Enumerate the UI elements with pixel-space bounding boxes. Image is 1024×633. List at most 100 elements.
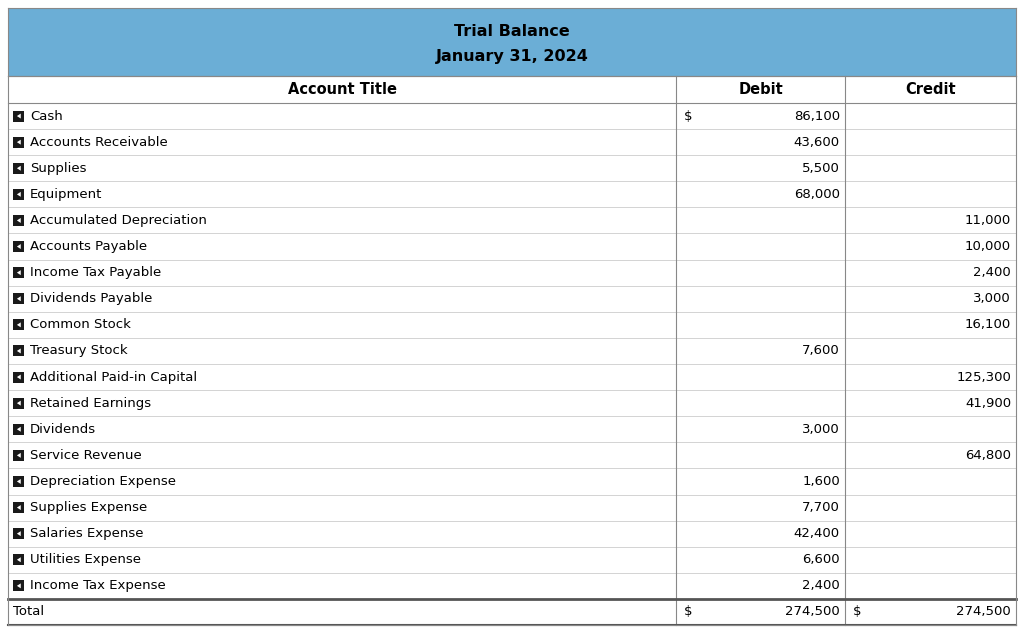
Bar: [12, 137, 24, 147]
Polygon shape: [17, 584, 20, 588]
Bar: [8, 285, 1016, 312]
Bar: [8, 494, 1016, 520]
Polygon shape: [17, 505, 20, 510]
Polygon shape: [17, 375, 20, 380]
Bar: [12, 241, 24, 252]
Bar: [8, 547, 1016, 573]
Bar: [12, 346, 24, 356]
Bar: [12, 320, 24, 330]
Text: Cash: Cash: [30, 110, 62, 123]
Bar: [12, 555, 24, 565]
Text: 2,400: 2,400: [973, 266, 1011, 279]
Text: Debit: Debit: [738, 82, 783, 97]
Text: $: $: [853, 605, 861, 618]
Text: 7,600: 7,600: [802, 344, 840, 358]
Text: 1,600: 1,600: [802, 475, 840, 488]
Bar: [8, 234, 1016, 260]
Bar: [8, 8, 1016, 76]
Text: 43,600: 43,600: [794, 135, 840, 149]
Text: Supplies Expense: Supplies Expense: [30, 501, 147, 514]
Polygon shape: [17, 140, 20, 144]
Polygon shape: [17, 322, 20, 327]
Bar: [8, 520, 1016, 547]
Bar: [8, 338, 1016, 364]
Text: Trial Balance: Trial Balance: [454, 24, 570, 39]
Bar: [8, 364, 1016, 390]
Bar: [8, 260, 1016, 285]
Polygon shape: [17, 218, 20, 223]
Polygon shape: [17, 401, 20, 406]
Polygon shape: [17, 113, 20, 118]
Bar: [8, 390, 1016, 417]
Bar: [12, 372, 24, 382]
Polygon shape: [17, 349, 20, 353]
Polygon shape: [17, 531, 20, 536]
Text: 16,100: 16,100: [965, 318, 1011, 331]
Polygon shape: [17, 166, 20, 171]
Bar: [12, 398, 24, 409]
Text: 3,000: 3,000: [973, 292, 1011, 305]
Text: 68,000: 68,000: [794, 188, 840, 201]
Bar: [12, 163, 24, 173]
Text: Treasury Stock: Treasury Stock: [30, 344, 128, 358]
Polygon shape: [17, 479, 20, 484]
Bar: [12, 423, 24, 435]
Text: Credit: Credit: [905, 82, 955, 97]
Polygon shape: [17, 427, 20, 432]
Bar: [12, 293, 24, 304]
Bar: [12, 450, 24, 461]
Bar: [8, 155, 1016, 181]
Text: 3,000: 3,000: [802, 423, 840, 436]
Polygon shape: [17, 270, 20, 275]
Bar: [12, 528, 24, 539]
Text: Total: Total: [13, 605, 44, 618]
Bar: [8, 442, 1016, 468]
Text: Equipment: Equipment: [30, 188, 102, 201]
Text: $: $: [684, 110, 692, 123]
Bar: [8, 573, 1016, 599]
Bar: [8, 129, 1016, 155]
Bar: [8, 599, 1016, 625]
Bar: [8, 312, 1016, 338]
Bar: [8, 468, 1016, 494]
Text: 7,700: 7,700: [802, 501, 840, 514]
Bar: [12, 215, 24, 226]
Text: 64,800: 64,800: [965, 449, 1011, 462]
Text: Service Revenue: Service Revenue: [30, 449, 141, 462]
Text: Supplies: Supplies: [30, 162, 86, 175]
Text: 6,600: 6,600: [803, 553, 840, 567]
Text: Income Tax Payable: Income Tax Payable: [30, 266, 161, 279]
Text: 42,400: 42,400: [794, 527, 840, 540]
Text: Utilities Expense: Utilities Expense: [30, 553, 141, 567]
Text: Dividends Payable: Dividends Payable: [30, 292, 153, 305]
Text: January 31, 2024: January 31, 2024: [435, 49, 589, 65]
Text: Retained Earnings: Retained Earnings: [30, 397, 152, 410]
Bar: [12, 502, 24, 513]
Bar: [8, 417, 1016, 442]
Bar: [8, 76, 1016, 103]
Text: Accounts Receivable: Accounts Receivable: [30, 135, 168, 149]
Bar: [12, 580, 24, 591]
Bar: [8, 208, 1016, 234]
Text: Additional Paid-in Capital: Additional Paid-in Capital: [30, 370, 198, 384]
Text: 125,300: 125,300: [956, 370, 1011, 384]
Text: Accumulated Depreciation: Accumulated Depreciation: [30, 214, 207, 227]
Text: Account Title: Account Title: [288, 82, 396, 97]
Bar: [12, 476, 24, 487]
Bar: [12, 189, 24, 200]
Text: Accounts Payable: Accounts Payable: [30, 240, 147, 253]
Bar: [12, 111, 24, 122]
Text: 274,500: 274,500: [956, 605, 1011, 618]
Polygon shape: [17, 453, 20, 458]
Polygon shape: [17, 557, 20, 562]
Text: $: $: [684, 605, 692, 618]
Text: 11,000: 11,000: [965, 214, 1011, 227]
Text: 2,400: 2,400: [802, 579, 840, 592]
Text: 41,900: 41,900: [965, 397, 1011, 410]
Text: 86,100: 86,100: [794, 110, 840, 123]
Bar: [8, 103, 1016, 129]
Text: Salaries Expense: Salaries Expense: [30, 527, 143, 540]
Text: 10,000: 10,000: [965, 240, 1011, 253]
Text: Depreciation Expense: Depreciation Expense: [30, 475, 176, 488]
Bar: [12, 267, 24, 278]
